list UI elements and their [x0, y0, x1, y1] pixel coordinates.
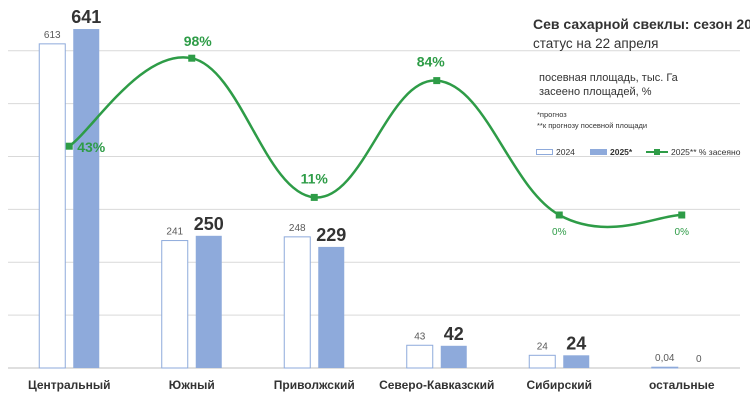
legend-label-2024: 2024 — [556, 147, 575, 157]
bar-label-2024: 24 — [537, 341, 549, 352]
percent-marker — [555, 211, 563, 219]
percent-marker — [678, 211, 686, 219]
bar-label-2025: 641 — [71, 7, 101, 27]
percent-line — [65, 54, 686, 229]
legend-label-2025: 2025* — [610, 147, 633, 157]
chart-title: Сев сахарной свеклы: сезон 2025 — [533, 16, 750, 32]
percent-marker — [65, 142, 73, 150]
bar-label-2024: 241 — [166, 227, 183, 238]
percent-label: 0% — [675, 227, 690, 238]
description-line-2: засеено площадей, % — [539, 86, 652, 98]
category-labels: Центральный Южный Приволжский Северо-Кавказ… — [28, 378, 715, 392]
bar-2025 — [195, 235, 222, 368]
bar-label-2024: 248 — [289, 223, 306, 234]
bars — [38, 29, 679, 369]
description-line-1: посевная площадь, тыс. Га — [539, 72, 678, 84]
chart-subtitle: статус на 22 апреля — [533, 36, 659, 51]
bar-label-2024: 613 — [44, 30, 61, 41]
legend-swatch-2024 — [536, 149, 553, 155]
footnote-area: **к прогнозу посевной площади — [537, 121, 648, 130]
bar-2025 — [563, 355, 590, 368]
legend-label-line: 2025** % засеяно — [671, 147, 741, 157]
category-label: Центральный — [28, 378, 111, 392]
percent-label: 11% — [301, 170, 329, 186]
legend-item-line: 2025** % засеяно — [646, 147, 740, 157]
percent-marker — [433, 77, 441, 85]
percent-label: 84% — [417, 54, 446, 70]
bar-2025 — [440, 345, 467, 368]
percent-label: 43% — [77, 139, 106, 155]
category-label: Сибирский — [526, 378, 592, 392]
category-label: Южный — [169, 378, 215, 392]
percent-marker — [188, 54, 196, 62]
data-labels: 613 641 241 250 248 229 43 42 24 24 0,04 0 43% 98% 11%… — [44, 7, 702, 365]
category-label: Приволжский — [274, 378, 355, 392]
bar-2024 — [651, 366, 679, 369]
footnote-forecast: *прогноз — [537, 110, 567, 119]
percent-label: 98% — [184, 33, 213, 49]
bar-label-2025: 24 — [566, 333, 586, 353]
percent-marker — [310, 193, 318, 201]
legend-swatch-line — [646, 149, 668, 155]
bar-label-2025: 250 — [194, 214, 224, 234]
gridlines — [8, 50, 740, 369]
bar-2024 — [161, 240, 189, 369]
bar-label-2025: 229 — [316, 225, 346, 245]
legend-swatch-2025 — [590, 149, 607, 155]
bar-label-2024: 0,04 — [655, 353, 675, 364]
category-label: остальные — [649, 378, 715, 392]
bar-2025 — [73, 29, 100, 369]
bar-2024 — [406, 344, 434, 369]
bar-2024 — [528, 354, 556, 369]
percent-label: 0% — [552, 227, 567, 238]
legend-item-2024: 2024 — [536, 147, 575, 157]
bar-label-2024: 43 — [414, 331, 426, 342]
legend-item-2025: 2025* — [590, 147, 632, 157]
bar-2025 — [318, 246, 345, 368]
bar-2024 — [283, 236, 311, 369]
bar-label-2025: 42 — [444, 324, 464, 344]
category-label: Северо-Кавказский — [379, 378, 494, 392]
bar-label-2025: 0 — [696, 354, 702, 365]
bar-2024 — [38, 43, 66, 369]
